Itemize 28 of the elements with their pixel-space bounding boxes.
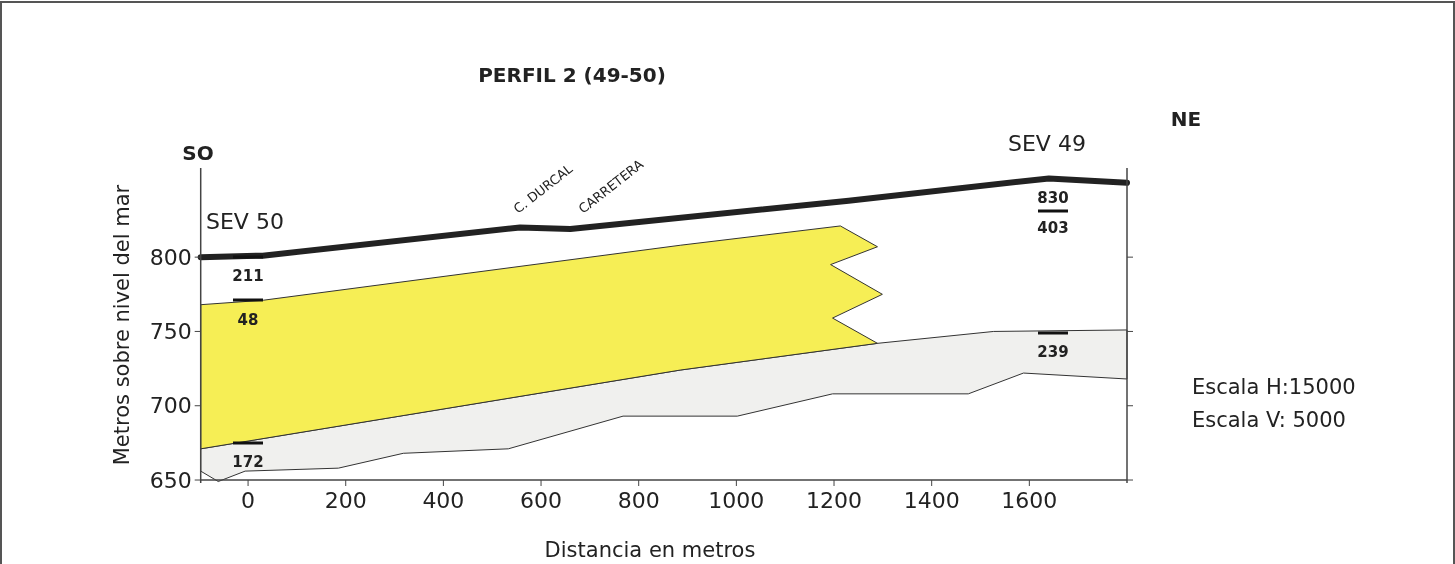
- text: SO: [182, 141, 214, 165]
- x-tick-label: 1600: [1001, 488, 1058, 513]
- x-tick-label: 600: [520, 488, 563, 513]
- annotation: 211: [232, 267, 264, 285]
- x-tick-label: 1200: [806, 488, 863, 513]
- annotation: 403: [1037, 219, 1069, 237]
- annotation: 239: [1037, 343, 1069, 361]
- x-axis-title: Distancia en metros: [544, 538, 756, 562]
- text: Escala V: 5000: [1192, 408, 1346, 432]
- x-tick-label: 200: [324, 488, 367, 513]
- annotation: SEV 50: [206, 209, 284, 234]
- y-tick-label: 650: [149, 467, 192, 493]
- x-tick-label: 400: [422, 488, 465, 513]
- y-tick-label: 800: [149, 244, 192, 270]
- text: Escala H:15000: [1192, 375, 1356, 399]
- text: SEV 49: [1008, 131, 1086, 156]
- annotation: 48: [237, 311, 259, 329]
- x-tick-label: 800: [617, 488, 660, 513]
- y-tick-label: 750: [149, 319, 192, 345]
- x-tick-label: 1400: [903, 488, 960, 513]
- text: NE: [1170, 107, 1202, 131]
- x-tick-label: 0: [241, 488, 256, 513]
- x-tick-label: 1000: [708, 488, 765, 513]
- chart-title: PERFIL 2 (49-50): [478, 63, 666, 87]
- annotation: 830: [1037, 189, 1069, 207]
- annotation: 172: [232, 453, 264, 471]
- y-axis-title: Metros sobre nivel del mar: [110, 184, 134, 466]
- y-tick-label: 700: [149, 393, 192, 419]
